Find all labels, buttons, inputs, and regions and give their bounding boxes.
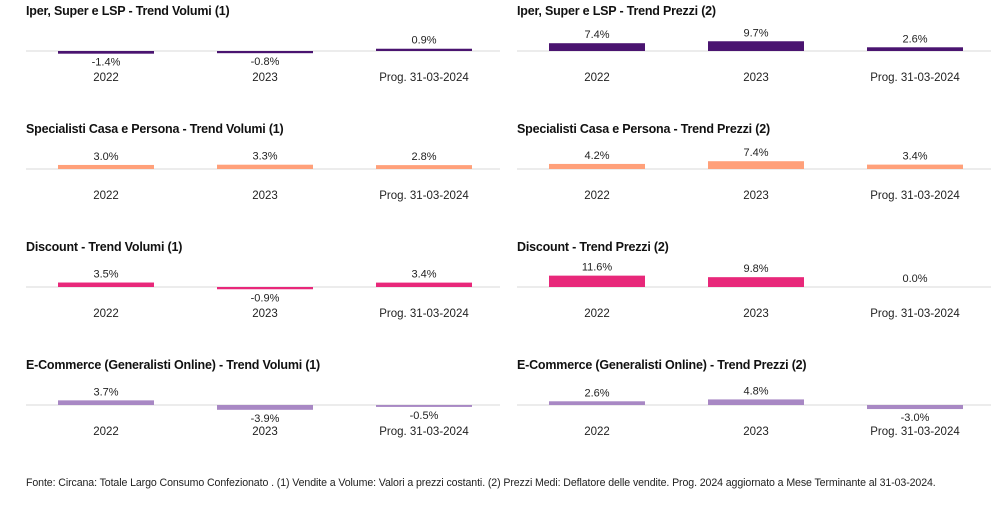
category-label: 2023 — [252, 72, 278, 84]
category-label: Prog. 31-03-2024 — [870, 308, 960, 320]
bar — [867, 405, 963, 410]
data-label: 4.8% — [743, 385, 768, 397]
bar — [217, 405, 313, 410]
bar — [376, 48, 472, 51]
category-label: Prog. 31-03-2024 — [379, 190, 469, 202]
data-label: 2.8% — [411, 151, 436, 163]
category-label: 2022 — [93, 426, 119, 438]
bar-chart: 3.0% 2022 3.3% 2023 2.8% Prog. 31-03-2024 — [26, 151, 500, 202]
chart-title: Iper, Super e LSP - Trend Prezzi (2) — [517, 4, 716, 18]
category-label: 2022 — [584, 426, 610, 438]
bar — [58, 282, 154, 287]
category-label: 2023 — [743, 72, 769, 84]
data-label: 2.6% — [584, 387, 609, 399]
bar — [376, 405, 472, 407]
chart-title: Specialisti Casa e Persona - Trend Volum… — [26, 122, 284, 136]
bar — [708, 161, 804, 169]
chart-title: E-Commerce (Generalisti Online) - Trend … — [26, 358, 320, 372]
category-label: Prog. 31-03-2024 — [870, 426, 960, 438]
data-label: 0.9% — [411, 35, 436, 47]
data-label: 3.3% — [252, 151, 277, 163]
data-label: 11.6% — [582, 262, 613, 274]
data-label: 9.7% — [743, 27, 768, 39]
bar — [867, 47, 963, 51]
category-label: 2023 — [743, 426, 769, 438]
data-label: 2.6% — [902, 33, 927, 45]
bar-chart: 4.2% 2022 7.4% 2023 3.4% Prog. 31-03-2024 — [517, 147, 991, 202]
data-label: 3.4% — [411, 269, 436, 281]
data-label: -3.0% — [901, 412, 930, 424]
data-label: 3.7% — [93, 386, 118, 398]
bar — [58, 51, 154, 54]
category-label: 2023 — [252, 190, 278, 202]
chart-panel: Specialisti Casa e Persona - Trend Volum… — [26, 122, 506, 232]
bar — [708, 399, 804, 405]
bar — [376, 282, 472, 287]
chart-panel: E-Commerce (Generalisti Online) - Trend … — [26, 358, 506, 468]
bar — [549, 43, 645, 51]
bar-chart: 11.6% 2022 9.8% 2023 0.0% Prog. 31-03-2024 — [517, 262, 991, 320]
category-label: 2023 — [252, 426, 278, 438]
chart-title: E-Commerce (Generalisti Online) - Trend … — [517, 358, 807, 372]
bar — [217, 164, 313, 169]
category-label: 2022 — [584, 308, 610, 320]
data-label: -0.8% — [251, 56, 280, 68]
category-label: 2023 — [252, 308, 278, 320]
chart-panel: Iper, Super e LSP - Trend Volumi (1) -1.… — [26, 4, 506, 114]
bar-chart: 7.4% 2022 9.7% 2023 2.6% Prog. 31-03-2024 — [517, 27, 991, 84]
bar — [549, 401, 645, 405]
chart-panel: E-Commerce (Generalisti Online) - Trend … — [517, 358, 997, 468]
data-label: 7.4% — [743, 147, 768, 159]
data-label: 3.4% — [902, 151, 927, 163]
data-label: 4.2% — [584, 150, 609, 162]
data-label: -3.9% — [251, 413, 280, 425]
bar — [708, 277, 804, 287]
data-label: 9.8% — [743, 263, 768, 275]
bar — [58, 400, 154, 405]
data-label: -1.4% — [92, 57, 121, 69]
category-label: 2022 — [584, 72, 610, 84]
category-label: 2022 — [584, 190, 610, 202]
bar — [58, 164, 154, 169]
data-label: 3.0% — [93, 151, 118, 163]
chart-title: Iper, Super e LSP - Trend Volumi (1) — [26, 4, 230, 18]
chart-panel: Iper, Super e LSP - Trend Prezzi (2) 7.4… — [517, 4, 997, 114]
bar-chart: 3.5% 2022 -0.9% 2023 3.4% Prog. 31-03-2024 — [26, 269, 500, 320]
category-label: 2023 — [743, 308, 769, 320]
data-label: 3.5% — [93, 269, 118, 281]
category-label: Prog. 31-03-2024 — [870, 190, 960, 202]
data-label: -0.9% — [251, 292, 280, 304]
chart-panel: Specialisti Casa e Persona - Trend Prezz… — [517, 122, 997, 232]
category-label: Prog. 31-03-2024 — [379, 72, 469, 84]
category-label: Prog. 31-03-2024 — [379, 308, 469, 320]
bar — [217, 51, 313, 54]
category-label: 2022 — [93, 190, 119, 202]
bar — [549, 275, 645, 287]
bar — [376, 165, 472, 169]
source-footnote: Fonte: Circana: Totale Largo Consumo Con… — [26, 477, 936, 489]
bar-chart: -1.4% 2022 -0.8% 2023 0.9% Prog. 31-03-2024 — [26, 35, 500, 84]
chart-panel: Discount - Trend Prezzi (2) 11.6% 2022 9.8… — [517, 240, 997, 350]
chart-panel: Discount - Trend Volumi (1) 3.5% 2022 -0.9… — [26, 240, 506, 350]
category-label: 2022 — [93, 308, 119, 320]
bar — [867, 164, 963, 169]
category-label: 2022 — [93, 72, 119, 84]
data-label: 0.0% — [902, 273, 927, 285]
bar-chart: 2.6% 2022 4.8% 2023 -3.0% Prog. 31-03-2024 — [517, 385, 991, 438]
bar — [549, 163, 645, 169]
bar-chart: 3.7% 2022 -3.9%2023 -0.5% Prog. 31-03-2024 — [26, 386, 500, 438]
data-label: 7.4% — [584, 29, 609, 41]
data-label: -0.5% — [410, 410, 439, 422]
chart-title: Specialisti Casa e Persona - Trend Prezz… — [517, 122, 770, 136]
chart-title: Discount - Trend Prezzi (2) — [517, 240, 669, 254]
bar — [708, 41, 804, 51]
category-label: 2023 — [743, 190, 769, 202]
category-label: Prog. 31-03-2024 — [870, 72, 960, 84]
chart-title: Discount - Trend Volumi (1) — [26, 240, 183, 254]
category-label: Prog. 31-03-2024 — [379, 426, 469, 438]
bar — [217, 287, 313, 290]
